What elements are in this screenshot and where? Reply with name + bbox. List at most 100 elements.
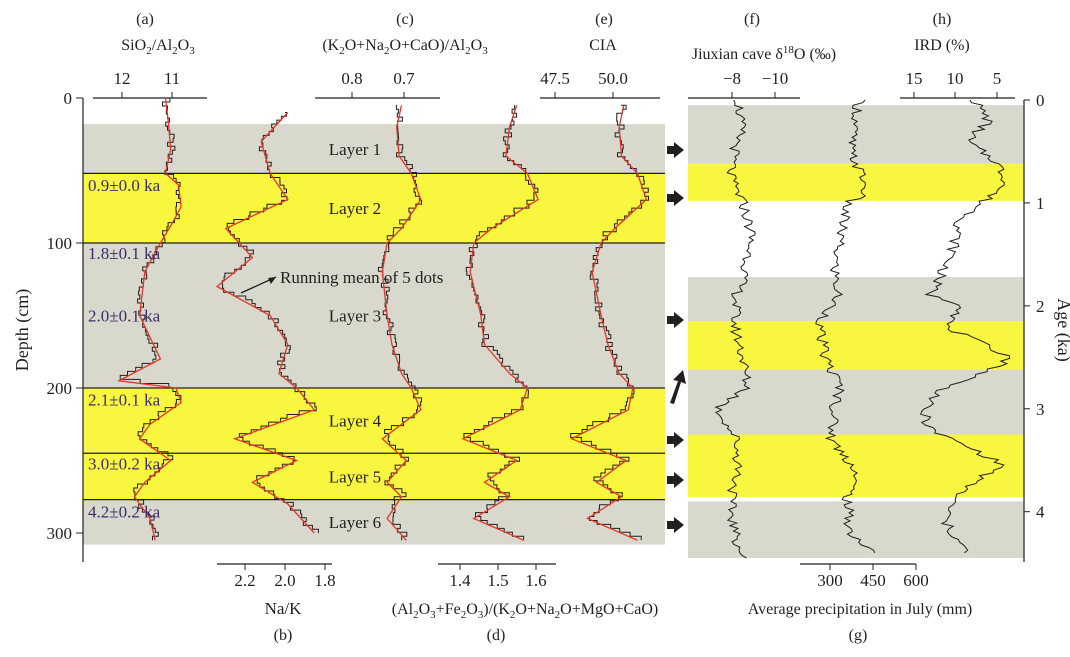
correlation-arrow-3 (667, 432, 684, 448)
age-tick-label-2: 2 (1036, 297, 1045, 316)
panel-c-running-mean (381, 105, 422, 541)
layer-label-2: Layer 2 (329, 199, 381, 218)
correlation-arrow-2 (667, 312, 684, 328)
panel-d-tick-label-1: 1.5 (487, 571, 508, 590)
layer-bands (83, 105, 1024, 558)
age-tick-label-3: 3 (1036, 400, 1045, 419)
panel-e-title: CIA (589, 37, 617, 54)
panel-h-record (920, 99, 1011, 554)
depth-axis-ticks: 0 100 200 300 (47, 89, 83, 543)
panel-b-running-mean (215, 112, 316, 534)
age-label-3: 2.1±0.1 ka (88, 391, 161, 410)
panel-b-tick-label-0: 2.2 (234, 571, 255, 590)
age-band-5 (688, 369, 1024, 435)
age-band-2 (688, 163, 1024, 201)
panel-g-letter: (g) (849, 627, 868, 644)
panel-g-tick-label-2: 600 (903, 571, 929, 590)
panel-b-tick-label-1: 2.0 (274, 571, 295, 590)
annotation-arrow-head (268, 277, 276, 284)
panel-f-tick-label-0: −8 (723, 69, 741, 88)
correlation-arrow-4 (667, 472, 684, 488)
panel-d-title: (Al2O3+Fe2O3)/(K2O+Na2O+MgO+CaO) (392, 601, 658, 621)
age-tick-label-1: 1 (1036, 194, 1045, 213)
panel-g-record (815, 99, 876, 554)
age-axis-ticks: 0 1 2 3 4 (1024, 91, 1045, 522)
layer-separators (83, 172, 665, 501)
panel-g-tick-label-0: 300 (817, 571, 843, 590)
age-label-0: 0.9±0.0 ka (88, 176, 161, 195)
series-group (116, 97, 1011, 559)
panel-h-tick-label-2: 5 (993, 69, 1002, 88)
correlation-arrow-5 (667, 517, 684, 533)
running-mean-annotation: Running mean of 5 dots (280, 268, 443, 287)
layer-labels: Layer 1 Layer 2 Layer 3 Layer 4 Layer 5 Layer… (329, 140, 382, 532)
panel-c-tick-label-1: 0.7 (393, 69, 415, 88)
panel-d-record (463, 104, 539, 541)
correlation-arrow-1 (667, 190, 684, 206)
panel-a-tick-label-0: 12 (114, 69, 131, 88)
panel-a-tick-label-1: 11 (164, 69, 180, 88)
age-labels: 0.9±0.0 ka 1.8±0.1 ka 2.0±0.1 ka 2.1±0.1 ka… (88, 176, 161, 521)
layer-band-5 (83, 453, 665, 500)
layer-band-6 (83, 499, 665, 545)
panel-e-tick-label-1: 50.0 (598, 69, 628, 88)
layer-label-5: Layer 5 (329, 467, 381, 486)
correlation-arrow-0 (667, 142, 684, 158)
depth-axis-label: Depth (cm) (12, 289, 33, 371)
panel-a-letter: (a) (136, 11, 154, 28)
correlation-arrows (667, 142, 686, 533)
age-label-5: 4.2±0.2 ka (88, 502, 161, 521)
depth-tick-label-3: 300 (47, 524, 73, 543)
age-band-1 (688, 105, 1024, 164)
panel-f-tick-label-1: −10 (762, 69, 789, 88)
panel-c-letter: (c) (396, 11, 414, 28)
panel-f-record (714, 99, 756, 559)
panel-d-tick-label-0: 1.4 (449, 571, 471, 590)
age-band-6 (688, 434, 1024, 498)
age-band-7 (688, 501, 1024, 558)
depth-tick-label-1: 100 (47, 234, 73, 253)
panel-f-letter: (f) (744, 11, 760, 28)
layer-label-1: Layer 1 (329, 140, 381, 159)
layer-band-3 (83, 243, 665, 388)
panel-b-letter: (b) (274, 627, 293, 644)
age-band-4 (688, 321, 1024, 370)
age-label-1: 1.8±0.1 ka (88, 244, 161, 263)
depth-tick-label-0: 0 (64, 89, 73, 108)
panel-d-letter: (d) (487, 627, 506, 644)
layer-label-3: Layer 3 (329, 307, 381, 326)
age-tick-label-0: 0 (1036, 91, 1045, 110)
panel-f-title: Jiuxian cave δ18O (‰) (692, 44, 836, 63)
age-label-2: 2.0±0.1 ka (88, 307, 161, 326)
panel-e-letter: (e) (595, 11, 613, 28)
correlation-arrow-diagonal (670, 370, 686, 404)
depth-tick-label-2: 200 (47, 379, 73, 398)
age-label-4: 3.0±0.2 ka (88, 454, 161, 473)
panel-a-running-mean (116, 97, 182, 541)
panel-h-letter: (h) (933, 11, 952, 28)
panel-e-record (570, 104, 649, 541)
layer-label-4: Layer 4 (329, 412, 382, 431)
panel-h-tick-label-0: 15 (906, 69, 923, 88)
age-band-3 (688, 277, 1024, 322)
panel-d-tick-label-2: 1.6 (525, 571, 546, 590)
layer-band-1 (83, 124, 665, 174)
panel-e-tick-label-0: 47.5 (540, 69, 570, 88)
panel-e-running-mean (570, 105, 648, 541)
panel-g-title: Average precipitation in July (mm) (748, 601, 973, 618)
panel-g-tick-label-1: 450 (860, 571, 886, 590)
panel-d-running-mean (461, 105, 539, 541)
panel-c-title: (K2O+Na2O+CaO)/Al2O3 (322, 37, 488, 57)
panel-h-title: IRD (%) (914, 37, 970, 54)
layer-label-6: Layer 6 (329, 513, 381, 532)
panel-b-tick-label-2: 1.8 (314, 571, 335, 590)
age-axis-label: Age (ka) (1053, 298, 1070, 361)
panel-b-title: Na/K (265, 599, 303, 618)
panel-c-record (377, 104, 422, 541)
panel-a-title: SiO2/Al2O3 (121, 37, 195, 57)
panel-c-tick-label-0: 0.8 (341, 69, 362, 88)
age-tick-label-4: 4 (1036, 503, 1045, 522)
panel-h-tick-label-1: 10 (947, 69, 964, 88)
